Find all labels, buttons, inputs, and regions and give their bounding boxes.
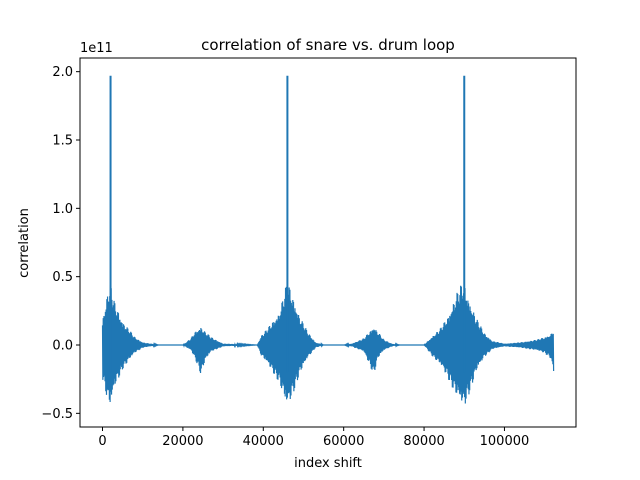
y-tick-label: 2.0 — [52, 65, 73, 80]
y-tick-label: 1.0 — [52, 202, 73, 217]
x-tick-label: 20000 — [162, 434, 203, 449]
y-tick-label: 0.0 — [52, 339, 73, 354]
x-axis-label: index shift — [294, 456, 362, 471]
y-tick-label: −0.5 — [41, 407, 73, 422]
x-tick-label: 80000 — [403, 434, 444, 449]
y-offset-label: 1e11 — [80, 41, 113, 56]
y-axis-label: correlation — [17, 208, 32, 278]
x-tick-label: 100000 — [480, 434, 530, 449]
correlation-series-line — [101, 283, 555, 404]
y-tick-label: 0.5 — [52, 270, 73, 285]
y-axis: −0.5 0.0 0.5 1.0 1.5 2.0 — [41, 65, 80, 422]
axes-frame — [79, 57, 577, 428]
x-tick-label: 40000 — [243, 434, 284, 449]
y-tick-label: 1.5 — [52, 134, 73, 149]
chart-title: correlation of snare vs. drum loop — [201, 36, 455, 54]
x-tick-label: 0 — [98, 434, 106, 449]
x-axis: 0 20000 40000 60000 80000 100000 — [98, 427, 529, 449]
plot-area — [101, 75, 555, 404]
x-tick-label: 60000 — [323, 434, 364, 449]
